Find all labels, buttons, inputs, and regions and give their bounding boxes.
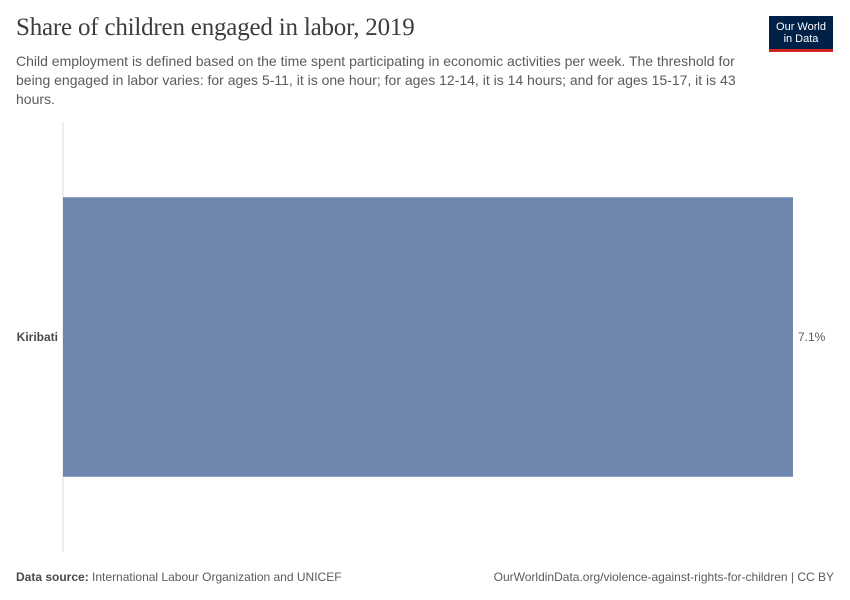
chart-subtitle: Child employment is defined based on the…: [16, 53, 736, 107]
data-source-text[interactable]: International Labour Organization and UN…: [92, 570, 342, 584]
logo-line-1: Our World: [776, 21, 826, 33]
value-label: 7.1%: [798, 330, 826, 344]
data-source: Data source: International Labour Organi…: [16, 570, 342, 584]
logo-line-2: in Data: [783, 33, 819, 45]
chart-title: Share of children engaged in labor, 2019: [16, 14, 415, 41]
bar-kiribati[interactable]: [63, 197, 793, 477]
source-url[interactable]: OurWorldinData.org/violence-against-righ…: [493, 570, 834, 584]
data-source-label: Data source:: [16, 570, 89, 584]
category-label: Kiribati: [17, 330, 58, 344]
owid-logo[interactable]: Our World in Data: [769, 16, 833, 52]
